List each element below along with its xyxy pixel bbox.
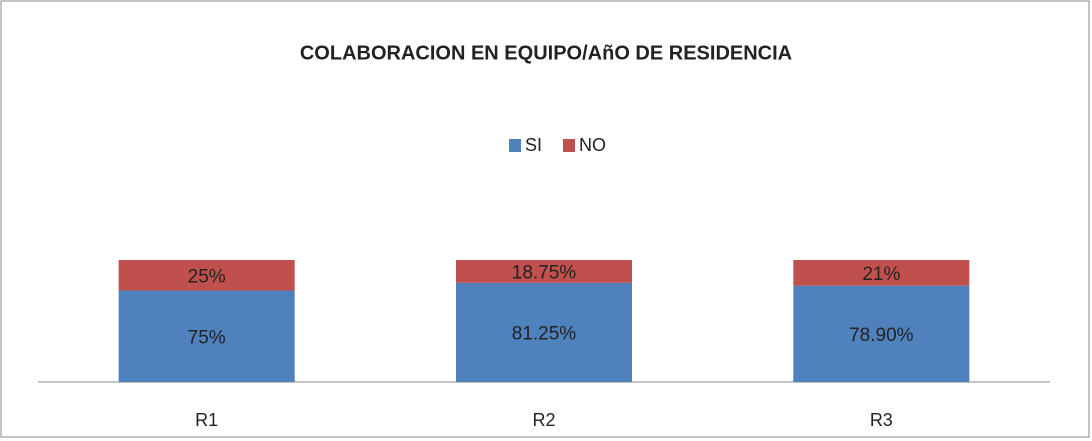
data-label: 81.25% [512,323,577,344]
bar-segment [118,260,295,291]
x-tick-label: R1 [195,410,218,430]
bar-segment [456,282,632,382]
legend-label: SI [525,135,542,155]
legend-label: NO [579,135,606,155]
bar-segment [793,260,970,286]
bar-segment [793,285,970,382]
data-label: 78.90% [849,325,914,346]
data-label: 25% [188,266,226,287]
bar-segment [456,260,632,283]
bar-segment [118,290,295,382]
legend-swatch [509,139,521,152]
legend-swatch [563,139,575,152]
x-tick-label: R2 [532,410,555,430]
data-label: 21% [862,264,900,285]
x-tick-label: R3 [870,410,893,430]
data-label: 75% [188,327,226,348]
data-label: 18.75% [512,262,577,283]
chart-title: COLABORACION EN EQUIPO/AñO DE RESIDENCIA [300,42,792,64]
